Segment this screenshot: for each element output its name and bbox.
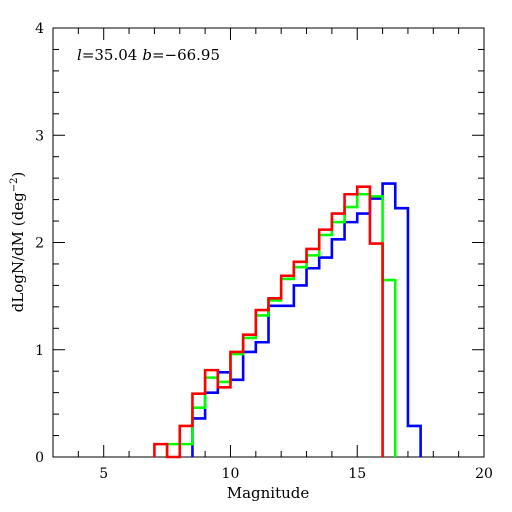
y-tick-label: 3 xyxy=(35,128,44,144)
x-tick-label: 20 xyxy=(475,466,493,482)
y-axis-label-close: ) xyxy=(9,172,27,178)
l-value: =35.04 xyxy=(82,46,138,64)
histogram-series-3 xyxy=(153,185,384,459)
histogram-series xyxy=(153,182,422,459)
y-tick-label: 2 xyxy=(35,236,44,252)
tick-labels: 5 10 15 20 0 1 2 3 4 xyxy=(35,21,493,482)
y-axis-label-main: dLogN/dM (deg xyxy=(9,192,27,312)
histogram-series-1 xyxy=(191,182,422,457)
y-tick-label: 1 xyxy=(35,343,44,359)
chart-annotation: l=35.04 b=−66.95 xyxy=(77,46,220,64)
y-tick-label: 0 xyxy=(35,450,44,466)
axis-ticks xyxy=(52,27,485,458)
y-axis-label-sup: −2 xyxy=(9,178,20,193)
b-label: b xyxy=(142,46,152,64)
b-value: =−66.95 xyxy=(152,46,220,64)
plot-frame xyxy=(52,27,485,458)
x-axis-label: Magnitude xyxy=(227,484,310,502)
x-tick-label: 15 xyxy=(348,466,366,482)
x-tick-label: 10 xyxy=(222,466,240,482)
l-label: l xyxy=(77,46,82,64)
x-tick-label: 5 xyxy=(99,466,108,482)
y-axis-label: dLogN/dM (deg−2) xyxy=(9,172,27,313)
y-tick-label: 4 xyxy=(35,21,44,37)
